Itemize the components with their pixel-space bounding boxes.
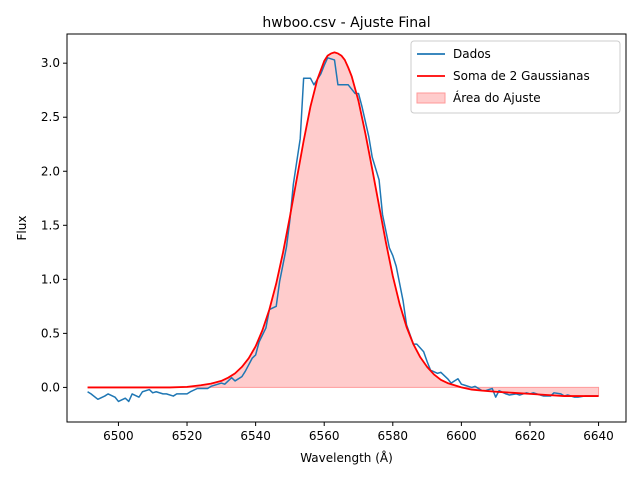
y-tick-label: 2.0 — [41, 164, 60, 178]
y-tick-label: 1.5 — [41, 218, 60, 232]
legend: Dados Soma de 2 Gaussianas Área do Ajuste — [410, 40, 621, 114]
x-tick-label: 6620 — [515, 429, 546, 443]
legend-box — [410, 40, 621, 114]
ticks-layer: 6500 6520 6540 6560 6580 6600 6620 6640 0.0 0.5 1.… — [41, 56, 614, 443]
fit-line — [87, 51, 599, 397]
series-layer — [87, 51, 600, 403]
x-tick-label: 6540 — [240, 429, 271, 443]
data-line — [87, 57, 599, 403]
y-tick-label: 0.0 — [41, 380, 60, 394]
x-tick-label: 6560 — [309, 429, 340, 443]
chart-title: hwboo.csv - Ajuste Final — [262, 15, 430, 31]
y-tick-label: 3.0 — [41, 56, 60, 70]
x-tick-label: 6640 — [583, 429, 614, 443]
y-tick-label: 2.5 — [41, 110, 60, 124]
y-tick-label: 1.0 — [41, 272, 60, 286]
legend-label: Soma de 2 Gaussianas — [453, 69, 590, 83]
y-axis-label: Flux — [15, 216, 29, 241]
x-tick-label: 6520 — [172, 429, 203, 443]
legend-label: Dados — [453, 47, 491, 61]
y-tick-label: 0.5 — [41, 326, 60, 340]
x-tick-label: 6500 — [103, 429, 134, 443]
legend-swatch — [416, 92, 446, 104]
x-axis-label: Wavelength (Å) — [300, 450, 393, 465]
x-tick-label: 6580 — [378, 429, 409, 443]
legend-label: Área do Ajuste — [453, 90, 541, 105]
plot-frame — [66, 33, 627, 423]
x-tick-label: 6600 — [446, 429, 477, 443]
